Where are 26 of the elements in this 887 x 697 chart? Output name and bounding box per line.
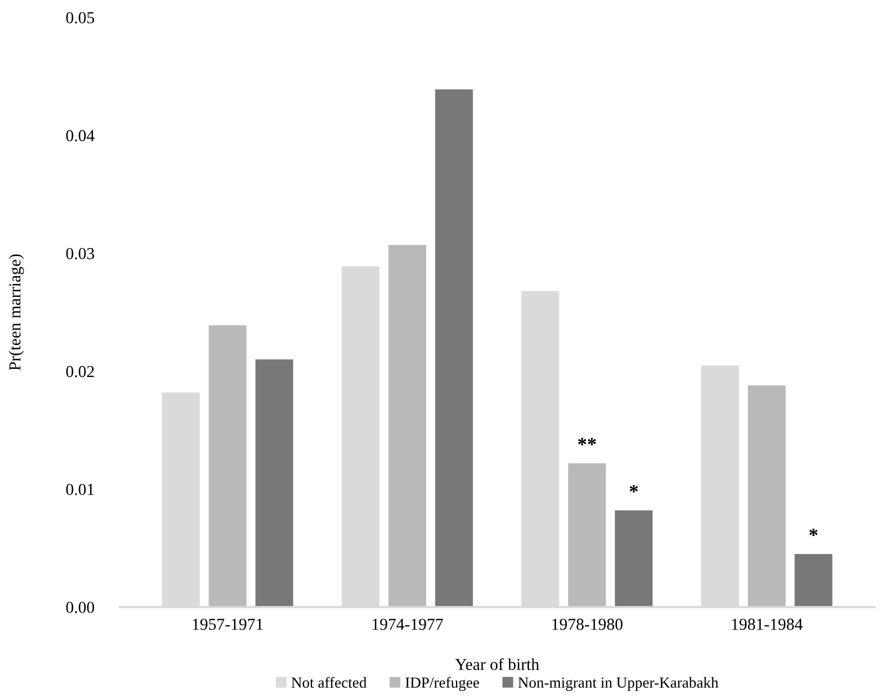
y-tick-label: 0.03 bbox=[66, 248, 94, 260]
bar bbox=[435, 89, 473, 608]
x-tick-label: 1974-1977 bbox=[372, 618, 443, 630]
bar bbox=[614, 510, 653, 608]
x-tick-label: 1957-1971 bbox=[192, 618, 263, 630]
y-axis-title: Pr(teen marriage) bbox=[8, 254, 24, 370]
y-tick-label: 0.04 bbox=[66, 130, 94, 142]
x-axis-title: Year of birth bbox=[455, 658, 540, 670]
bar bbox=[748, 385, 786, 608]
annotation: * bbox=[809, 528, 818, 536]
legend-label: Non-migrant in Upper-Karabakh bbox=[518, 677, 718, 691]
x-tick-label: 1981-1984 bbox=[732, 618, 803, 630]
y-tick-label: 0.02 bbox=[66, 366, 94, 378]
y-tick-label: 0.00 bbox=[66, 602, 94, 614]
bar bbox=[568, 463, 606, 608]
annotation: ** bbox=[578, 438, 596, 446]
x-tick-label: 1978-1980 bbox=[552, 618, 622, 630]
bar bbox=[794, 554, 832, 608]
y-tick-label: 0.05 bbox=[66, 12, 94, 24]
bar bbox=[208, 325, 246, 608]
y-tick-label: 0.01 bbox=[66, 484, 94, 496]
bar bbox=[255, 359, 294, 608]
bar bbox=[388, 245, 426, 608]
annotation: * bbox=[630, 485, 638, 492]
legend-label: IDP/refugee bbox=[405, 676, 480, 691]
legend-label: Not affected bbox=[292, 676, 367, 688]
